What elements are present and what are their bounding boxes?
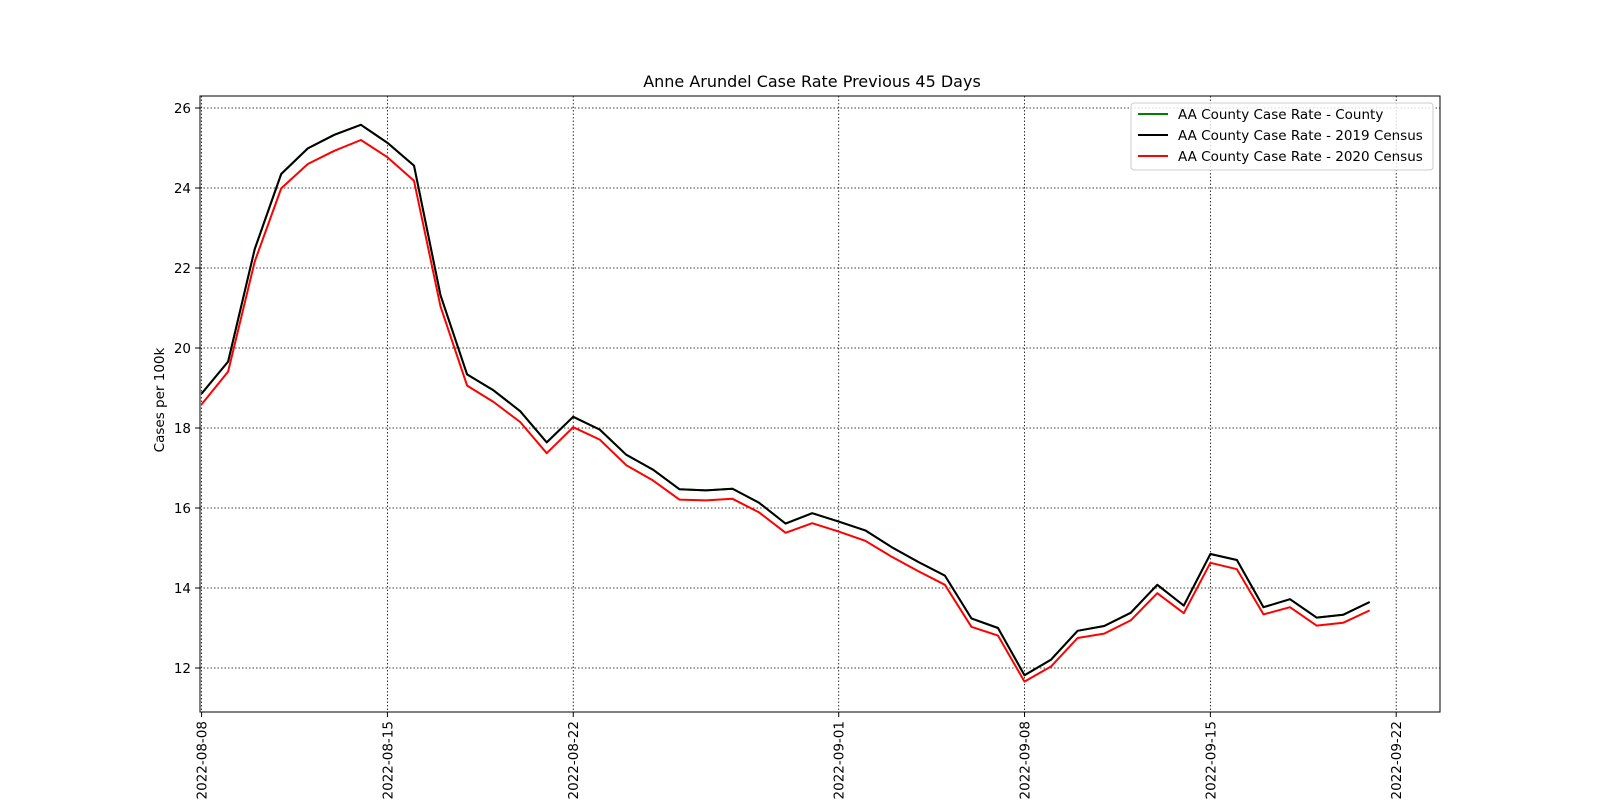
x-tick-label: 2022-08-15 bbox=[380, 721, 396, 799]
x-axis: 2022-08-08 2022-08-15 2022-08-22 2022-09-01… bbox=[195, 712, 1405, 799]
plot-frame bbox=[199, 95, 1441, 713]
x-tick-label: 2022-08-22 bbox=[566, 721, 582, 799]
legend-label: AA County Case Rate - County bbox=[1178, 107, 1383, 123]
y-tick-label: 20 bbox=[174, 341, 191, 357]
y-axis: 12 14 16 18 20 22 24 26 bbox=[174, 101, 200, 677]
x-tick-label: 2022-08-08 bbox=[195, 721, 211, 799]
legend-box bbox=[1130, 102, 1434, 171]
legend-label: AA County Case Rate - 2020 Census bbox=[1178, 149, 1423, 165]
x-tick-label: 2022-09-22 bbox=[1389, 721, 1405, 799]
x-tick-label: 2022-09-01 bbox=[832, 721, 848, 799]
grid bbox=[200, 96, 1440, 712]
y-tick-label: 14 bbox=[174, 581, 191, 597]
x-tick-label: 2022-09-15 bbox=[1203, 721, 1219, 799]
x-tick-label: 2022-09-08 bbox=[1018, 721, 1034, 799]
y-tick-label: 18 bbox=[174, 421, 191, 437]
y-tick-label: 12 bbox=[174, 661, 191, 677]
y-tick-label: 22 bbox=[174, 261, 191, 277]
chart-title: Anne Arundel Case Rate Previous 45 Days bbox=[643, 72, 981, 91]
legend: AA County Case Rate - County AA County Ca… bbox=[1130, 102, 1434, 171]
y-tick-label: 26 bbox=[174, 101, 191, 117]
y-tick-label: 16 bbox=[174, 501, 191, 517]
legend-label: AA County Case Rate - 2019 Census bbox=[1178, 128, 1423, 144]
y-tick-label: 24 bbox=[174, 181, 191, 197]
series-line-2 bbox=[200, 123, 1371, 677]
series-group bbox=[200, 123, 1371, 683]
y-axis-label: Cases per 100k bbox=[152, 347, 168, 452]
series-line-3 bbox=[200, 139, 1371, 683]
